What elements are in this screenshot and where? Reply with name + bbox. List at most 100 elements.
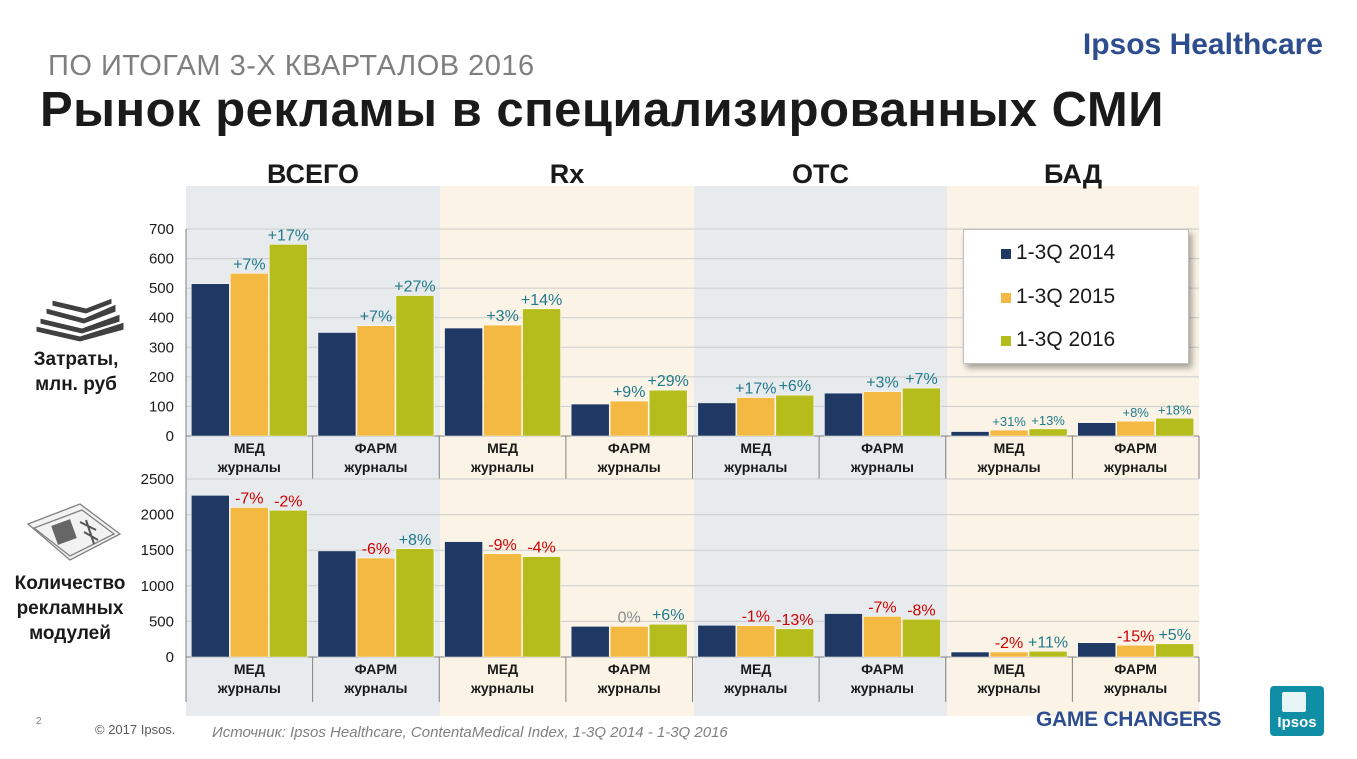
bar-2015 bbox=[230, 507, 269, 658]
bar-2015 bbox=[483, 553, 522, 658]
category-label: журналы bbox=[597, 459, 661, 475]
panel-header-0: ВСЕГО bbox=[267, 159, 359, 189]
y-tick-label: 500 bbox=[149, 280, 174, 297]
bar-2015 bbox=[863, 391, 902, 437]
data-label: -8% bbox=[907, 602, 935, 619]
category-label: журналы bbox=[976, 459, 1040, 475]
category-label: журналы bbox=[850, 680, 914, 696]
bar-2016 bbox=[1155, 643, 1194, 658]
legend-item-2016: 1-3Q 2016 bbox=[1001, 328, 1116, 352]
bar-2016 bbox=[522, 308, 561, 437]
data-label: +8% bbox=[399, 532, 431, 549]
data-label: +8% bbox=[1122, 405, 1149, 420]
data-label: -2% bbox=[274, 493, 302, 510]
category-label: ФАРМ bbox=[861, 661, 904, 677]
category-label: журналы bbox=[723, 680, 787, 696]
category-label: ФАРМ bbox=[608, 661, 651, 677]
bar-2015 bbox=[736, 625, 776, 658]
category-label: ФАРМ bbox=[355, 661, 398, 677]
bar-2014 bbox=[444, 327, 483, 437]
bar-2016 bbox=[269, 244, 308, 437]
y-tick-label: 1000 bbox=[141, 578, 174, 595]
bar-2015 bbox=[356, 557, 396, 658]
category-label: ФАРМ bbox=[355, 440, 398, 456]
legend-item-2015: 1-3Q 2015 bbox=[1001, 285, 1115, 309]
row-label-modules: Количество рекламных модулей bbox=[14, 573, 126, 644]
category-label: МЕД bbox=[487, 661, 518, 677]
data-label: -1% bbox=[742, 609, 770, 626]
legend-swatch-2014 bbox=[1001, 249, 1011, 259]
data-label: +3% bbox=[866, 375, 898, 392]
y-tick-label: 700 bbox=[149, 221, 174, 238]
data-label: +9% bbox=[613, 384, 645, 401]
bar-2016 bbox=[648, 623, 688, 658]
category-label: МЕД bbox=[994, 440, 1025, 456]
chart-legend: 1-3Q 2014 1-3Q 2015 1-3Q 2016 bbox=[963, 229, 1189, 364]
bar-2015 bbox=[230, 273, 269, 437]
data-label: +7% bbox=[360, 309, 392, 326]
page-title: Рынок рекламы в специализированных СМИ bbox=[40, 83, 1164, 137]
data-label: +5% bbox=[1158, 627, 1190, 644]
bar-2016 bbox=[395, 295, 435, 437]
category-label: журналы bbox=[1103, 459, 1167, 475]
y-tick-label: 500 bbox=[149, 613, 174, 630]
bar-2016 bbox=[648, 389, 688, 437]
data-label: +6% bbox=[652, 607, 684, 624]
bar-2015 bbox=[356, 325, 396, 437]
bar-2014 bbox=[950, 651, 990, 658]
bar-2014 bbox=[191, 283, 230, 437]
data-label: +6% bbox=[779, 378, 811, 395]
bar-2015 bbox=[989, 651, 1029, 658]
data-label: -13% bbox=[776, 612, 813, 629]
category-label: ФАРМ bbox=[608, 440, 651, 456]
category-label: журналы bbox=[850, 459, 914, 475]
data-label: +31% bbox=[992, 414, 1026, 429]
data-label: +18% bbox=[1158, 402, 1192, 417]
source-note: Источник: Ipsos Healthcare, ContentaMedi… bbox=[212, 724, 728, 741]
category-label: журналы bbox=[343, 459, 407, 475]
category-label: журналы bbox=[1103, 680, 1167, 696]
magazine-icon bbox=[26, 503, 122, 561]
data-label: -2% bbox=[995, 635, 1023, 652]
data-label: -7% bbox=[868, 599, 896, 616]
bar-2014 bbox=[950, 431, 990, 437]
bar-2016 bbox=[775, 628, 815, 658]
category-label: ФАРМ bbox=[861, 440, 904, 456]
page-number: 2 bbox=[36, 716, 42, 727]
bar-2014 bbox=[824, 392, 863, 437]
category-label: журналы bbox=[343, 680, 407, 696]
bar-2016 bbox=[522, 556, 561, 658]
legend-label-2016: 1-3Q 2016 bbox=[1016, 328, 1116, 351]
legend-item-2014: 1-3Q 2014 bbox=[1001, 241, 1115, 265]
bar-2014 bbox=[697, 625, 737, 658]
bar-2014 bbox=[317, 550, 357, 658]
bar-2014 bbox=[1077, 422, 1116, 437]
bar-2015 bbox=[609, 626, 649, 658]
bar-2015 bbox=[1116, 645, 1155, 658]
bar-2014 bbox=[570, 403, 610, 437]
bar-2016 bbox=[902, 387, 941, 437]
bar-2014 bbox=[697, 402, 737, 437]
bar-2016 bbox=[395, 548, 435, 658]
category-label: журналы bbox=[217, 459, 281, 475]
panel-header-3: БАД bbox=[1044, 159, 1102, 189]
data-label: +13% bbox=[1031, 413, 1065, 428]
category-label: МЕД bbox=[487, 440, 518, 456]
ipsos-logo: Ipsos bbox=[1270, 686, 1324, 736]
bar-2014 bbox=[824, 613, 863, 658]
bar-2015 bbox=[609, 400, 649, 437]
bar-2015 bbox=[736, 397, 776, 437]
y-tick-label: 200 bbox=[149, 369, 174, 386]
bar-2015 bbox=[483, 324, 522, 437]
category-label: журналы bbox=[597, 680, 661, 696]
bar-2015 bbox=[989, 429, 1029, 437]
data-label: -4% bbox=[527, 540, 555, 557]
y-tick-label: 400 bbox=[149, 310, 174, 327]
panel-header-2: OTC bbox=[792, 159, 849, 189]
category-label: журналы bbox=[723, 459, 787, 475]
y-tick-label: 2500 bbox=[141, 471, 174, 488]
y-tick-label: 300 bbox=[149, 339, 174, 356]
data-label: -9% bbox=[488, 537, 516, 554]
y-tick-label: 0 bbox=[166, 649, 174, 666]
data-label: +3% bbox=[486, 308, 518, 325]
